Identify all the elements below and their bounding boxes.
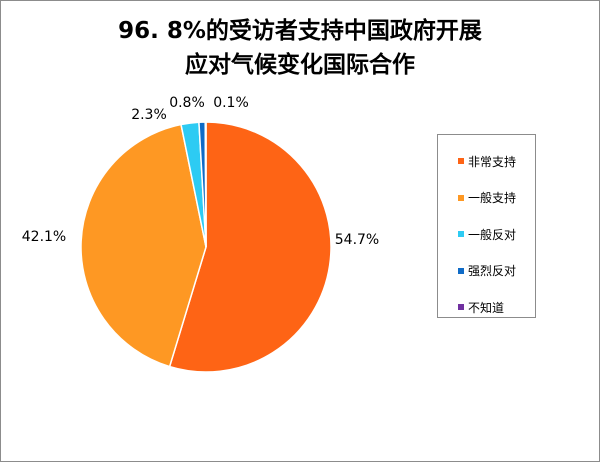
legend-swatch: [458, 231, 464, 238]
legend-label: 一般支持: [468, 191, 517, 206]
data-label-dont-know: 0.1%: [213, 95, 249, 111]
legend-label: 强烈反对: [468, 264, 517, 279]
pie-slice-support: [80, 123, 207, 368]
chart-title: 96. 8%的受访者支持中国政府开展 应对气候变化国际合作: [0, 14, 600, 82]
legend-swatch: [458, 267, 464, 274]
legend-label: 非常支持: [468, 154, 517, 169]
legend-swatch: [458, 194, 464, 201]
pie-slice-very-support: [168, 121, 332, 373]
legend-swatch: [458, 158, 464, 165]
legend-item-strongly-oppose: 强烈反对: [438, 253, 535, 290]
chart-title-line-2: 应对气候变化国际合作: [185, 52, 415, 78]
legend-label: 不知道: [468, 300, 505, 315]
data-label-strongly-oppose: 0.8%: [169, 95, 205, 111]
legend-swatch: [458, 304, 464, 311]
legend: 非常支持 一般支持 一般反对 强烈反对 不知道: [437, 134, 536, 318]
legend-label: 一般反对: [468, 227, 517, 242]
legend-item-support: 一般支持: [438, 180, 535, 217]
chart-title-line-1: 96. 8%的受访者支持中国政府开展: [118, 18, 482, 44]
pie-slice-dont-know: [204, 121, 207, 248]
legend-item-oppose: 一般反对: [438, 216, 535, 253]
legend-item-dont-know: 不知道: [438, 289, 535, 326]
legend-item-very-support: 非常支持: [438, 143, 535, 180]
data-label-support: 42.1%: [22, 229, 66, 245]
data-label-oppose: 2.3%: [131, 107, 167, 123]
data-label-very-support: 54.7%: [335, 232, 379, 248]
